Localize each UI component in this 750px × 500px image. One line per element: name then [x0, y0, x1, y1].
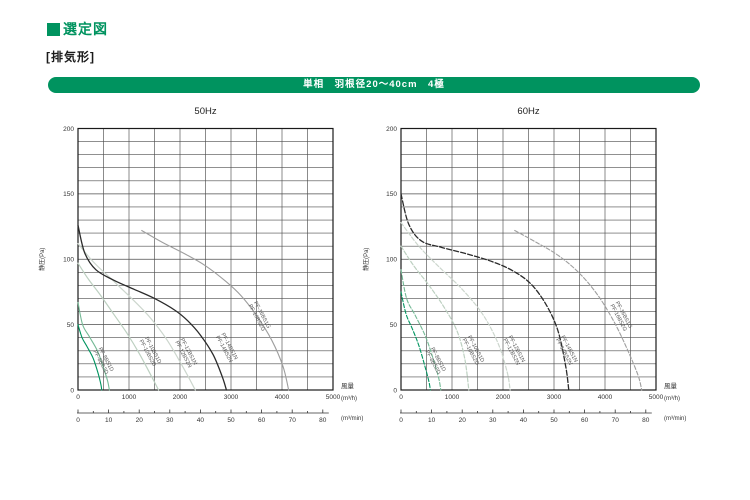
curve-label: PF-12BS1NPF-12BS2N — [173, 337, 197, 369]
curve-label: PF-14BS1NPF-14BS2N — [214, 332, 238, 364]
x-axis-unit: (m³/h) — [664, 396, 680, 402]
x2-tick-label: 20 — [136, 417, 144, 424]
x-tick-label: 3000 — [224, 394, 239, 401]
x-tick-label: 4000 — [275, 394, 290, 401]
curve-PF-12BS1NPF-12BS2N — [77, 242, 196, 391]
plot-border — [400, 127, 657, 391]
x2-tick-label: 80 — [319, 417, 327, 424]
x2-tick-label: 80 — [642, 417, 650, 424]
section-bullet-icon — [47, 22, 60, 36]
curve-label: PF-10BS1DPF-10BS2D — [138, 336, 162, 368]
y-tick-label: 100 — [63, 257, 74, 264]
x-tick-label: 1000 — [122, 394, 137, 401]
curve-PF-16BS1GPF-16BS2G — [514, 229, 643, 391]
y-tick-label: 150 — [386, 191, 397, 198]
x2-scale — [400, 409, 652, 414]
x2-tick-label: 50 — [227, 417, 235, 424]
y-tick-label: 200 — [386, 126, 397, 133]
curve-PF-14BS1NPF-14BS2N — [77, 224, 228, 391]
x2-tick-label: 20 — [459, 417, 467, 424]
y-tick-label: 150 — [63, 191, 74, 198]
x2-tick-label: 60 — [581, 417, 589, 424]
x2-tick-label: 10 — [428, 417, 436, 424]
x-tick-label: 2000 — [173, 394, 188, 401]
curves — [77, 224, 290, 391]
x2-axis-unit: (m³/min) — [341, 416, 363, 422]
curve-PF-8BS1D — [77, 324, 103, 391]
y-axis-title: 静圧(Pa) — [38, 248, 46, 271]
x-axis-unit: (m³/h) — [341, 396, 357, 402]
x2-tick-label: 70 — [289, 417, 297, 424]
x-tick-label: 0 — [76, 394, 80, 401]
curve-PF-8BS1D — [400, 291, 431, 391]
x-axis-title: 風量 — [341, 382, 355, 390]
chart-title: 60Hz — [517, 106, 539, 117]
curve-PF-12BS1NPF-12BS2N — [400, 222, 511, 391]
x-tick-label: 1000 — [445, 394, 460, 401]
curve-PF-10BS1DPF-10BS2D — [400, 245, 470, 391]
x2-tick-label: 10 — [105, 417, 113, 424]
chart-title: 50Hz — [194, 106, 216, 117]
curves — [400, 193, 643, 391]
page-title: 選定図 — [63, 21, 108, 37]
x2-tick-label: 50 — [550, 417, 558, 424]
page-subtitle: [排気形] — [46, 50, 95, 64]
curve-label: PF-16BS1GPF-16BS2G — [608, 301, 633, 333]
x-tick-label: 0 — [399, 394, 403, 401]
section-header: 選定図 — [47, 19, 108, 39]
curve-PF-16BS1GPF-16BS2G — [141, 229, 290, 391]
grid — [400, 128, 657, 391]
x2-tick-label: 0 — [76, 417, 80, 424]
y-tick-label: 0 — [393, 387, 397, 394]
x2-tick-label: 30 — [166, 417, 174, 424]
y-tick-label: 0 — [70, 387, 74, 394]
x-tick-label: 4000 — [598, 394, 613, 401]
curve-PF-14BS1NPF-14BS2N — [400, 193, 570, 391]
x-tick-label: 3000 — [547, 394, 562, 401]
plot-border — [77, 127, 334, 391]
x2-tick-label: 60 — [258, 417, 266, 424]
x-tick-label: 2000 — [496, 394, 511, 401]
x-axis-title: 風量 — [664, 382, 678, 390]
x2-axis-unit: (m³/min) — [664, 416, 686, 422]
x2-tick-label: 40 — [520, 417, 528, 424]
y-tick-label: 50 — [390, 322, 398, 329]
curve-PF-10BS1DPF-10BS2D — [77, 262, 160, 391]
x2-tick-label: 30 — [489, 417, 497, 424]
x2-tick-label: 70 — [612, 417, 620, 424]
x-tick-label: 5000 — [649, 394, 664, 401]
grid — [77, 128, 334, 391]
y-tick-label: 100 — [386, 257, 397, 264]
y-tick-label: 50 — [67, 322, 75, 329]
curve-PF-8BS2D — [77, 301, 110, 391]
x2-scale — [77, 409, 329, 414]
x-tick-label: 5000 — [326, 394, 341, 401]
curve-PF-8BS2D — [400, 269, 442, 391]
curve-label: PF-16BS1GPF-16BS2G — [247, 301, 272, 333]
y-tick-label: 200 — [63, 126, 74, 133]
spec-banner: 単相 羽根径20～40cm 4極 — [48, 77, 700, 93]
x2-tick-label: 0 — [399, 417, 403, 424]
y-axis-title: 静圧(Pa) — [362, 248, 370, 271]
x2-tick-label: 40 — [197, 417, 205, 424]
